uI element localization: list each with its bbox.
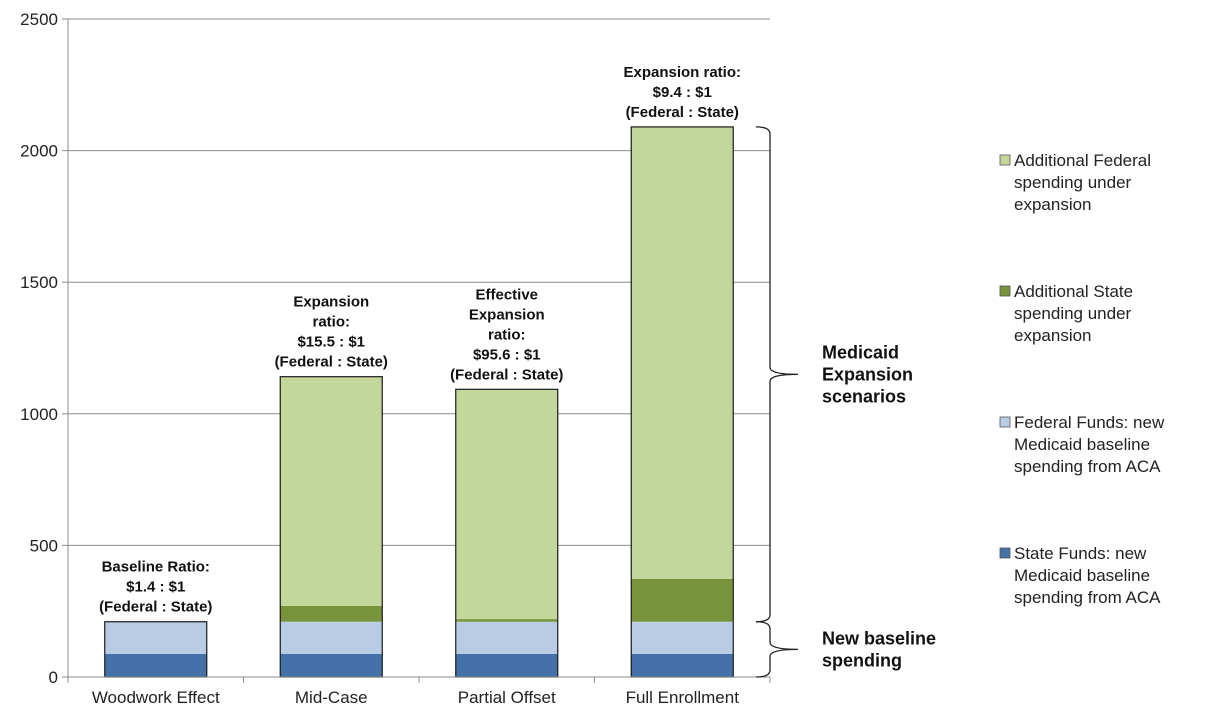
bar-annotation: Effective Expansion ratio: $95.6 : $1 (Feder…: [450, 286, 563, 383]
x-tick-label: Full Enrollment: [626, 688, 740, 707]
legend-entry: State Funds: new Medicaid baseline spendin…: [1014, 544, 1161, 607]
annotation-line: ratio:: [313, 314, 351, 331]
bar-segment: [280, 376, 383, 606]
y-axis: 0 500 1000 1500 2000 2500: [20, 10, 69, 687]
legend-swatch: [999, 285, 1011, 297]
brace-label-line: New baseline: [822, 628, 936, 648]
x-tick-label: Mid-Case: [295, 688, 368, 707]
brace-label-line: scenarios: [822, 386, 906, 406]
y-tick-label: 1500: [20, 273, 58, 292]
bar-annotation: Expansion ratio: $9.4 : $1 (Federal : Stat…: [623, 64, 741, 121]
annotation-line: Expansion: [293, 294, 369, 311]
legend-entry-line: spending from ACA: [1014, 588, 1161, 607]
legend-entry-line: expansion: [1014, 195, 1092, 214]
annotation-line: $95.6 : $1: [473, 346, 541, 363]
brace-label-line: Medicaid: [822, 342, 899, 362]
annotation-line: (Federal : State): [450, 366, 563, 383]
brace: [755, 621, 799, 678]
legend-entry-line: expansion: [1014, 326, 1092, 345]
annotation-line: (Federal : State): [99, 599, 212, 616]
bar-segment: [455, 653, 558, 677]
brace-label-line: Expansion: [822, 364, 913, 384]
brace-label-line: spending: [822, 650, 902, 670]
brace-label: New baseline spending: [822, 628, 936, 670]
annotation-line: $9.4 : $1: [653, 84, 712, 101]
annotation-line: Baseline Ratio:: [102, 559, 210, 576]
annotation-line: $1.4 : $1: [126, 579, 185, 596]
bar-segment: [631, 621, 734, 654]
y-tick-label: 2500: [20, 10, 58, 29]
legend-swatch: [999, 547, 1011, 559]
bar-segment: [631, 578, 734, 622]
legend-swatch: [999, 154, 1011, 166]
annotation-line: ratio:: [488, 326, 526, 343]
legend-entry: Additional Federal spending under expansio…: [1014, 151, 1151, 214]
legend-entry-line: State Funds: new: [1014, 544, 1147, 563]
annotation-line: Effective: [475, 286, 538, 303]
y-tick-label: 0: [49, 668, 58, 687]
legend-entry-line: Medicaid baseline: [1014, 566, 1150, 585]
brace: [755, 126, 799, 623]
legend-entry-line: Additional State: [1014, 282, 1133, 301]
bar-segment: [455, 389, 558, 620]
bar-segment: [455, 621, 558, 654]
legend: Additional Federal spending under expansio…: [999, 151, 1165, 607]
y-tick-label: 1000: [20, 405, 58, 424]
bar-segment: [104, 653, 207, 677]
bar-annotation: Baseline Ratio: $1.4 : $1 (Federal : State…: [99, 559, 212, 616]
bar-segment: [280, 605, 383, 622]
legend-entry-line: Medicaid baseline: [1014, 435, 1150, 454]
legend-entry: Federal Funds: new Medicaid baseline spend…: [1014, 413, 1165, 476]
bar-annotations: Baseline Ratio: $1.4 : $1 (Federal : State…: [99, 64, 741, 616]
bars: [104, 126, 734, 678]
annotation-line: (Federal : State): [275, 354, 388, 371]
brace-label: Medicaid Expansion scenarios: [822, 342, 913, 406]
braces: Medicaid Expansion scenarios New baseline sp…: [755, 126, 936, 678]
legend-entry: Additional State spending under expansion: [1014, 282, 1133, 345]
legend-entry-line: Additional Federal: [1014, 151, 1151, 170]
bar-segment: [104, 621, 207, 654]
bar-segment: [280, 653, 383, 677]
legend-entry-line: spending under: [1014, 173, 1132, 192]
bar-segment: [631, 653, 734, 677]
bar-segment: [455, 619, 558, 622]
x-axis: Woodwork Effect Mid-Case Partial Offset Ful…: [67, 676, 771, 707]
x-tick-label: Partial Offset: [458, 688, 556, 707]
bar-segment: [631, 126, 734, 579]
legend-entry-line: spending from ACA: [1014, 457, 1161, 476]
y-tick-label: 2000: [20, 142, 58, 161]
annotation-line: $15.5 : $1: [297, 334, 365, 351]
annotation-line: Expansion ratio:: [623, 64, 741, 81]
bar-annotation: Expansion ratio: $15.5 : $1 (Federal : Stat…: [275, 294, 388, 371]
legend-swatch: [999, 416, 1011, 428]
y-tick-label: 500: [30, 536, 58, 555]
bar-segment: [280, 621, 383, 654]
legend-entry-line: Federal Funds: new: [1014, 413, 1165, 432]
legend-entry-line: spending under: [1014, 304, 1132, 323]
annotation-line: Expansion: [469, 306, 545, 323]
annotation-line: (Federal : State): [626, 104, 739, 121]
x-tick-label: Woodwork Effect: [92, 688, 220, 707]
